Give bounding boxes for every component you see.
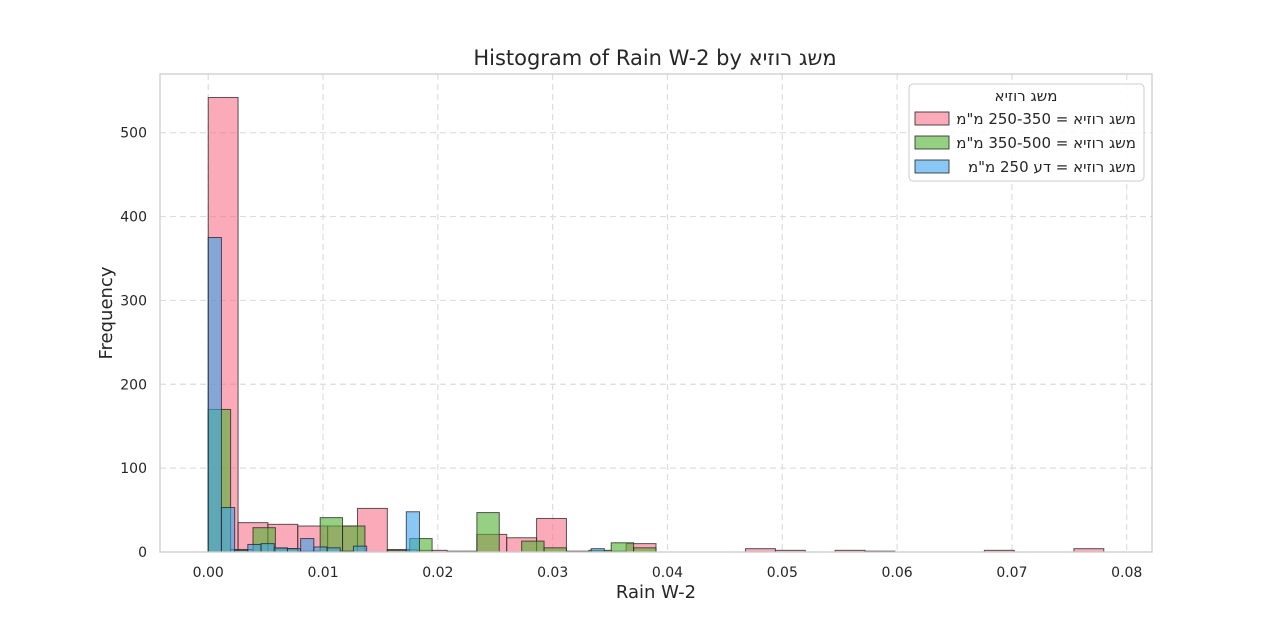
y-tick-label: 400 xyxy=(120,210,147,226)
y-axis-ticks: 0 100 200 300 400 500 xyxy=(120,126,147,561)
histogram-bar xyxy=(521,540,545,553)
legend-label: משג רוזיא = 350-500 מ"מ xyxy=(956,134,1136,152)
y-tick-label: 300 xyxy=(120,293,147,309)
y-axis-label: Frequency xyxy=(96,266,117,359)
x-tick-label: 0.08 xyxy=(1111,565,1142,581)
histogram-bar xyxy=(352,545,368,553)
x-tick-label: 0.06 xyxy=(882,565,913,581)
chart-title: Histogram of Rain W-2 by משג רוזיא xyxy=(473,46,836,70)
legend-label: משג רוזיא = דע 250 מ"מ xyxy=(968,158,1136,176)
histogram-bar xyxy=(405,511,420,553)
histogram-bar xyxy=(610,542,635,553)
histogram-bar xyxy=(207,237,222,553)
legend-swatch xyxy=(914,159,950,174)
x-tick-label: 0.00 xyxy=(193,565,224,581)
legend-title: משג רוזיא xyxy=(995,87,1058,105)
legend-swatch xyxy=(914,135,950,150)
legend-swatch xyxy=(914,111,950,126)
histogram-bar xyxy=(300,538,315,553)
x-axis-label: Rain W-2 xyxy=(616,582,696,603)
x-tick-label: 0.07 xyxy=(996,565,1027,581)
y-tick-label: 0 xyxy=(138,545,147,561)
legend-items: משג רוזיא = 250-350 מ"מ משג רוזיא = 350-5… xyxy=(914,110,1136,176)
histogram-bar xyxy=(313,546,328,553)
y-tick-label: 500 xyxy=(120,126,147,142)
histogram-bar xyxy=(247,543,262,553)
legend-label: משג רוזיא = 250-350 מ"מ xyxy=(956,110,1136,128)
axes-frame xyxy=(159,73,1153,553)
histogram-bar xyxy=(220,507,236,553)
x-tick-label: 0.04 xyxy=(652,565,683,581)
x-tick-label: 0.03 xyxy=(537,565,568,581)
x-tick-label: 0.01 xyxy=(307,565,338,581)
y-tick-label: 200 xyxy=(120,377,147,393)
x-tick-label: 0.02 xyxy=(422,565,453,581)
histogram-bar xyxy=(476,512,500,553)
x-tick-label: 0.05 xyxy=(767,565,798,581)
y-tick-label: 100 xyxy=(120,461,147,477)
histogram-bar xyxy=(260,543,275,553)
legend-box xyxy=(908,83,1145,182)
x-axis-ticks: 0.00 0.01 0.02 0.03 0.04 0.05 0.06 0.07 0.08 xyxy=(193,565,1143,581)
